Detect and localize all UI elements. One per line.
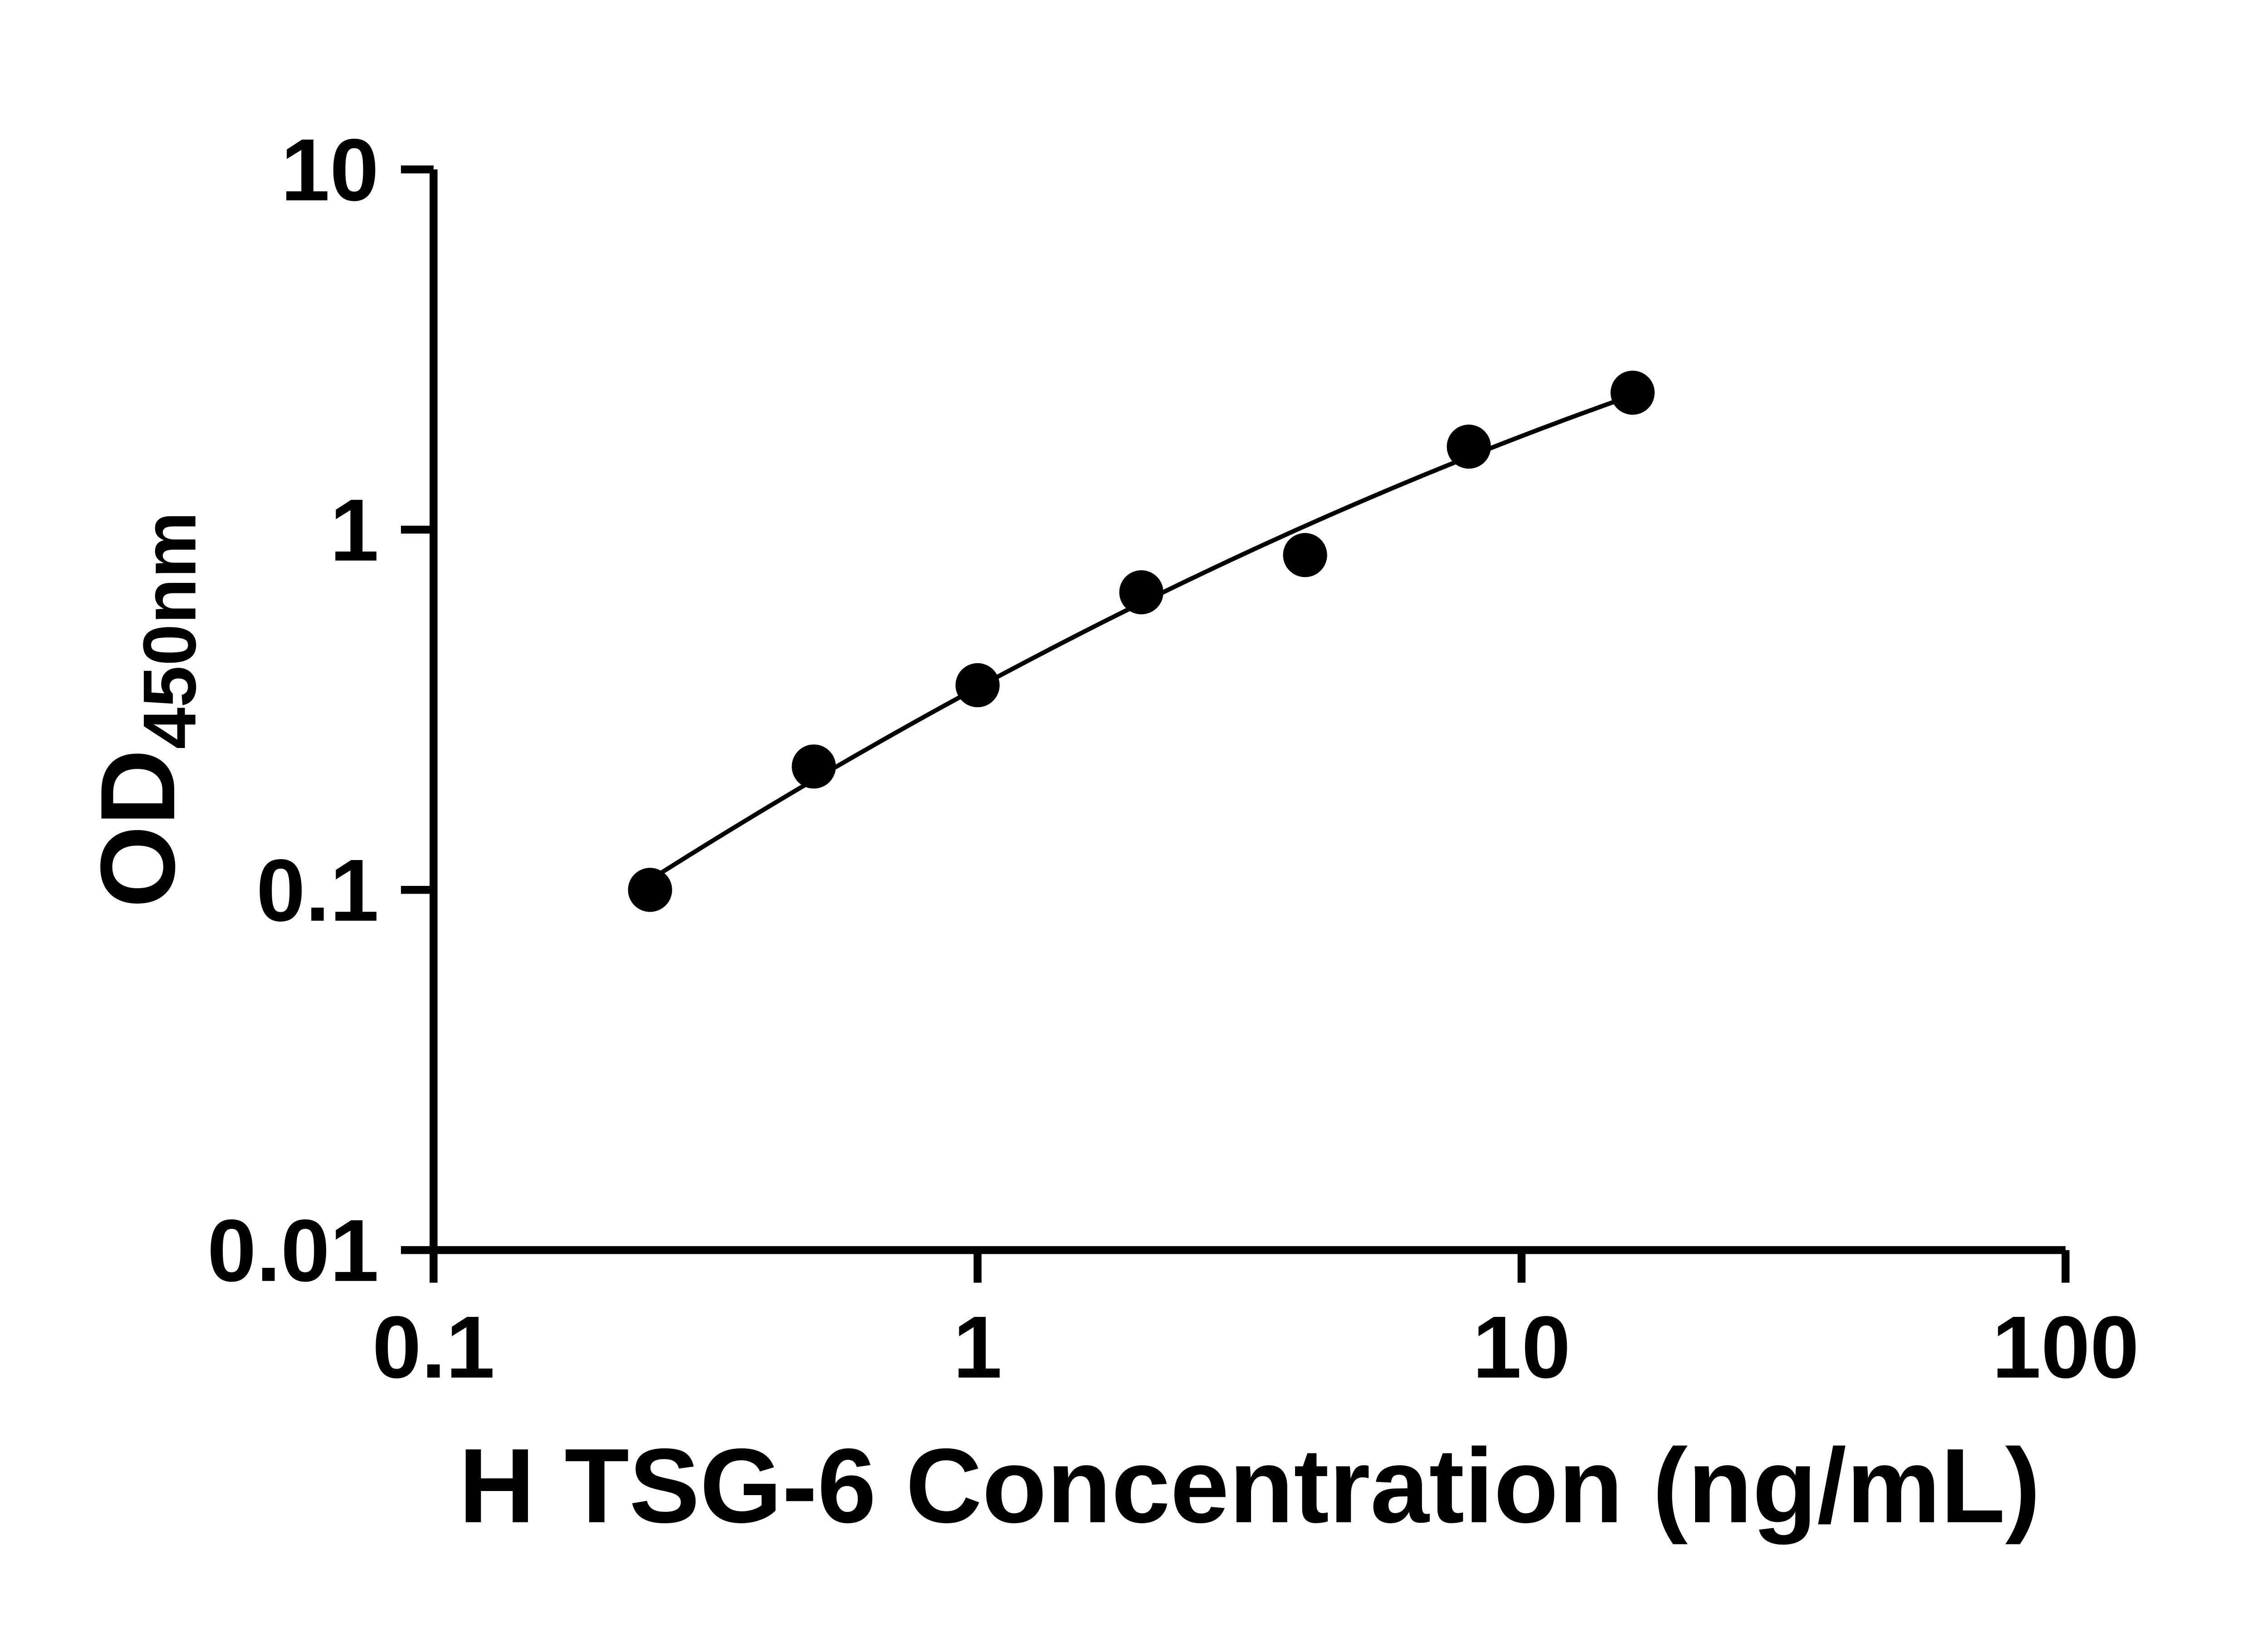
x-axis-tick-label: 1 <box>953 1298 1002 1397</box>
data-point-marker <box>1447 425 1491 469</box>
x-axis-tick-label: 100 <box>1992 1298 2139 1397</box>
x-axis-title: H TSG-6 Concentration (ng/mL) <box>459 1427 2040 1545</box>
y-axis-tick-label: 1 <box>330 481 379 580</box>
data-point-marker <box>1119 570 1163 615</box>
data-point-marker <box>1283 533 1327 577</box>
y-axis-tick-label: 0.1 <box>256 841 379 940</box>
y-axis-title-subscript: 450nm <box>128 512 212 749</box>
data-point-marker <box>628 868 672 912</box>
x-axis-tick-label: 10 <box>1472 1298 1570 1397</box>
data-point-marker <box>955 663 1000 708</box>
y-axis-title-main: OD <box>79 749 197 908</box>
fit-curve <box>648 393 1635 882</box>
data-point-marker <box>792 744 836 789</box>
y-axis-tick-label: 0.01 <box>207 1202 379 1300</box>
y-axis-title: OD450nm <box>79 512 212 908</box>
axis-lines <box>430 169 2066 1254</box>
data-point-marker <box>1610 371 1655 415</box>
x-axis-tick-label: 0.1 <box>372 1298 495 1397</box>
y-axis-tick-label: 10 <box>281 121 379 220</box>
